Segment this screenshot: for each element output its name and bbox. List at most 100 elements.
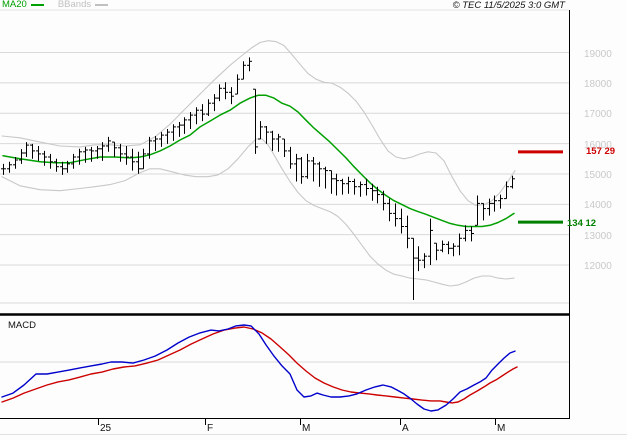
ohlc-bar bbox=[510, 175, 515, 189]
ohlc-bar bbox=[30, 143, 35, 159]
ohlc-bar bbox=[241, 61, 246, 80]
ohlc-bar bbox=[352, 178, 357, 195]
macd-panel-label: MACD bbox=[8, 320, 36, 331]
ohlc-bar bbox=[446, 241, 451, 255]
ohlc-bar bbox=[89, 146, 94, 162]
ohlc-bar bbox=[451, 243, 456, 257]
ohlc-bar bbox=[440, 240, 445, 253]
ohlc-bar bbox=[258, 121, 263, 140]
copyright-text: © TEC 11/5/2025 3:0 GMT bbox=[452, 0, 565, 11]
ohlc-bar bbox=[498, 194, 503, 209]
ohlc-bar bbox=[118, 143, 123, 162]
ohlc-bar bbox=[106, 136, 111, 152]
month-label-M: M bbox=[497, 423, 506, 434]
ohlc-bar bbox=[270, 130, 275, 151]
ohlc-bar bbox=[206, 99, 211, 116]
ohlc-bar bbox=[504, 181, 509, 200]
price-axis-label: 12000 bbox=[584, 261, 612, 273]
ohlc-bar bbox=[177, 122, 182, 137]
ohlc-bar bbox=[457, 233, 462, 256]
ohlc-bar bbox=[54, 158, 59, 172]
ohlc-bar bbox=[182, 117, 187, 134]
ohlc-bar bbox=[136, 151, 141, 174]
ohlc-bar bbox=[223, 82, 228, 100]
ohlc-bar bbox=[60, 161, 65, 175]
month-label-M: M bbox=[302, 423, 311, 434]
macd-line bbox=[1, 324, 516, 412]
ohlc-bar bbox=[294, 153, 299, 182]
bbands-legend-label: BBands bbox=[57, 0, 92, 10]
ohlc-bar bbox=[141, 148, 146, 170]
macd-signal-line bbox=[1, 326, 518, 404]
ohlc-bar bbox=[405, 215, 410, 249]
ohlc-bar bbox=[13, 157, 18, 169]
ohlc-bar bbox=[130, 148, 135, 171]
ohlc-bar bbox=[24, 142, 29, 157]
ohlc-bar bbox=[463, 225, 468, 242]
chart-legend: MA20 BBands bbox=[2, 0, 118, 10]
ohlc-bar bbox=[393, 203, 398, 227]
ohlc-bar bbox=[194, 107, 199, 125]
ohlc-bar bbox=[399, 208, 404, 234]
ohlc-bar bbox=[171, 124, 176, 141]
ohlc-bar bbox=[1, 163, 6, 175]
price-axis-label: 16000 bbox=[584, 139, 612, 151]
ohlc-bar bbox=[71, 153, 76, 169]
ohlc-bar bbox=[370, 183, 375, 201]
ohlc-bar bbox=[159, 132, 164, 147]
ohlc-bar bbox=[65, 160, 70, 173]
ohlc-bar bbox=[358, 181, 363, 197]
ohlc-bar bbox=[77, 148, 82, 165]
ohlc-bar bbox=[334, 173, 339, 196]
ohlc-bar bbox=[469, 226, 474, 242]
bollinger-upper-line bbox=[1, 40, 516, 207]
ohlc-bar bbox=[434, 242, 439, 261]
ohlc-bar bbox=[487, 198, 492, 216]
ohlc-bar bbox=[188, 112, 193, 129]
price-axis-label: 15000 bbox=[584, 169, 612, 181]
ohlc-bar bbox=[364, 178, 369, 196]
ohlc-bar bbox=[475, 195, 480, 226]
ohlc-bar bbox=[124, 146, 129, 165]
price-axis-label: 17000 bbox=[584, 109, 612, 121]
ohlc-bar bbox=[95, 146, 100, 159]
ohlc-bar bbox=[299, 157, 304, 184]
ohlc-bar bbox=[381, 190, 386, 211]
ohlc-bar bbox=[305, 153, 310, 179]
ohlc-bar bbox=[428, 218, 433, 265]
ohlc-bar bbox=[48, 153, 53, 169]
ohlc-bar bbox=[282, 138, 287, 157]
ohlc-bar bbox=[323, 166, 328, 189]
ohlc-bar bbox=[276, 133, 281, 152]
ohlc-bar bbox=[317, 161, 322, 187]
ohlc-bar bbox=[481, 202, 486, 221]
ohlc-bar bbox=[492, 195, 497, 212]
price-axis-label: 19000 bbox=[584, 48, 612, 60]
ohlc-bar bbox=[36, 146, 41, 161]
month-label-A: A bbox=[402, 423, 409, 434]
ohlc-bar bbox=[147, 136, 152, 159]
bollinger-lower-line bbox=[1, 138, 515, 287]
ohlc-bar bbox=[42, 150, 47, 166]
ohlc-bar bbox=[83, 146, 88, 163]
ohlc-bar bbox=[422, 253, 427, 269]
ohlc-bar bbox=[288, 146, 293, 169]
ohlc-bar bbox=[247, 57, 252, 72]
ohlc-bar bbox=[346, 176, 351, 194]
bbands-legend-swatch bbox=[95, 4, 109, 6]
ohlc-bar bbox=[100, 142, 105, 161]
ma20-legend-label: MA20 bbox=[2, 0, 27, 10]
ohlc-bar bbox=[7, 161, 12, 173]
ohlc-bar bbox=[340, 178, 345, 195]
ohlc-bar bbox=[112, 141, 117, 157]
support-level-label: 134 12 bbox=[567, 217, 597, 229]
ohlc-bar bbox=[375, 186, 380, 204]
ohlc-bar bbox=[153, 136, 158, 151]
month-label-F: F bbox=[207, 423, 214, 434]
ohlc-bar bbox=[416, 246, 421, 272]
ohlc-bar bbox=[235, 74, 240, 95]
resistance-level-label: 157 29 bbox=[586, 146, 616, 158]
ohlc-bar bbox=[229, 87, 234, 105]
ohlc-bar bbox=[264, 126, 269, 144]
